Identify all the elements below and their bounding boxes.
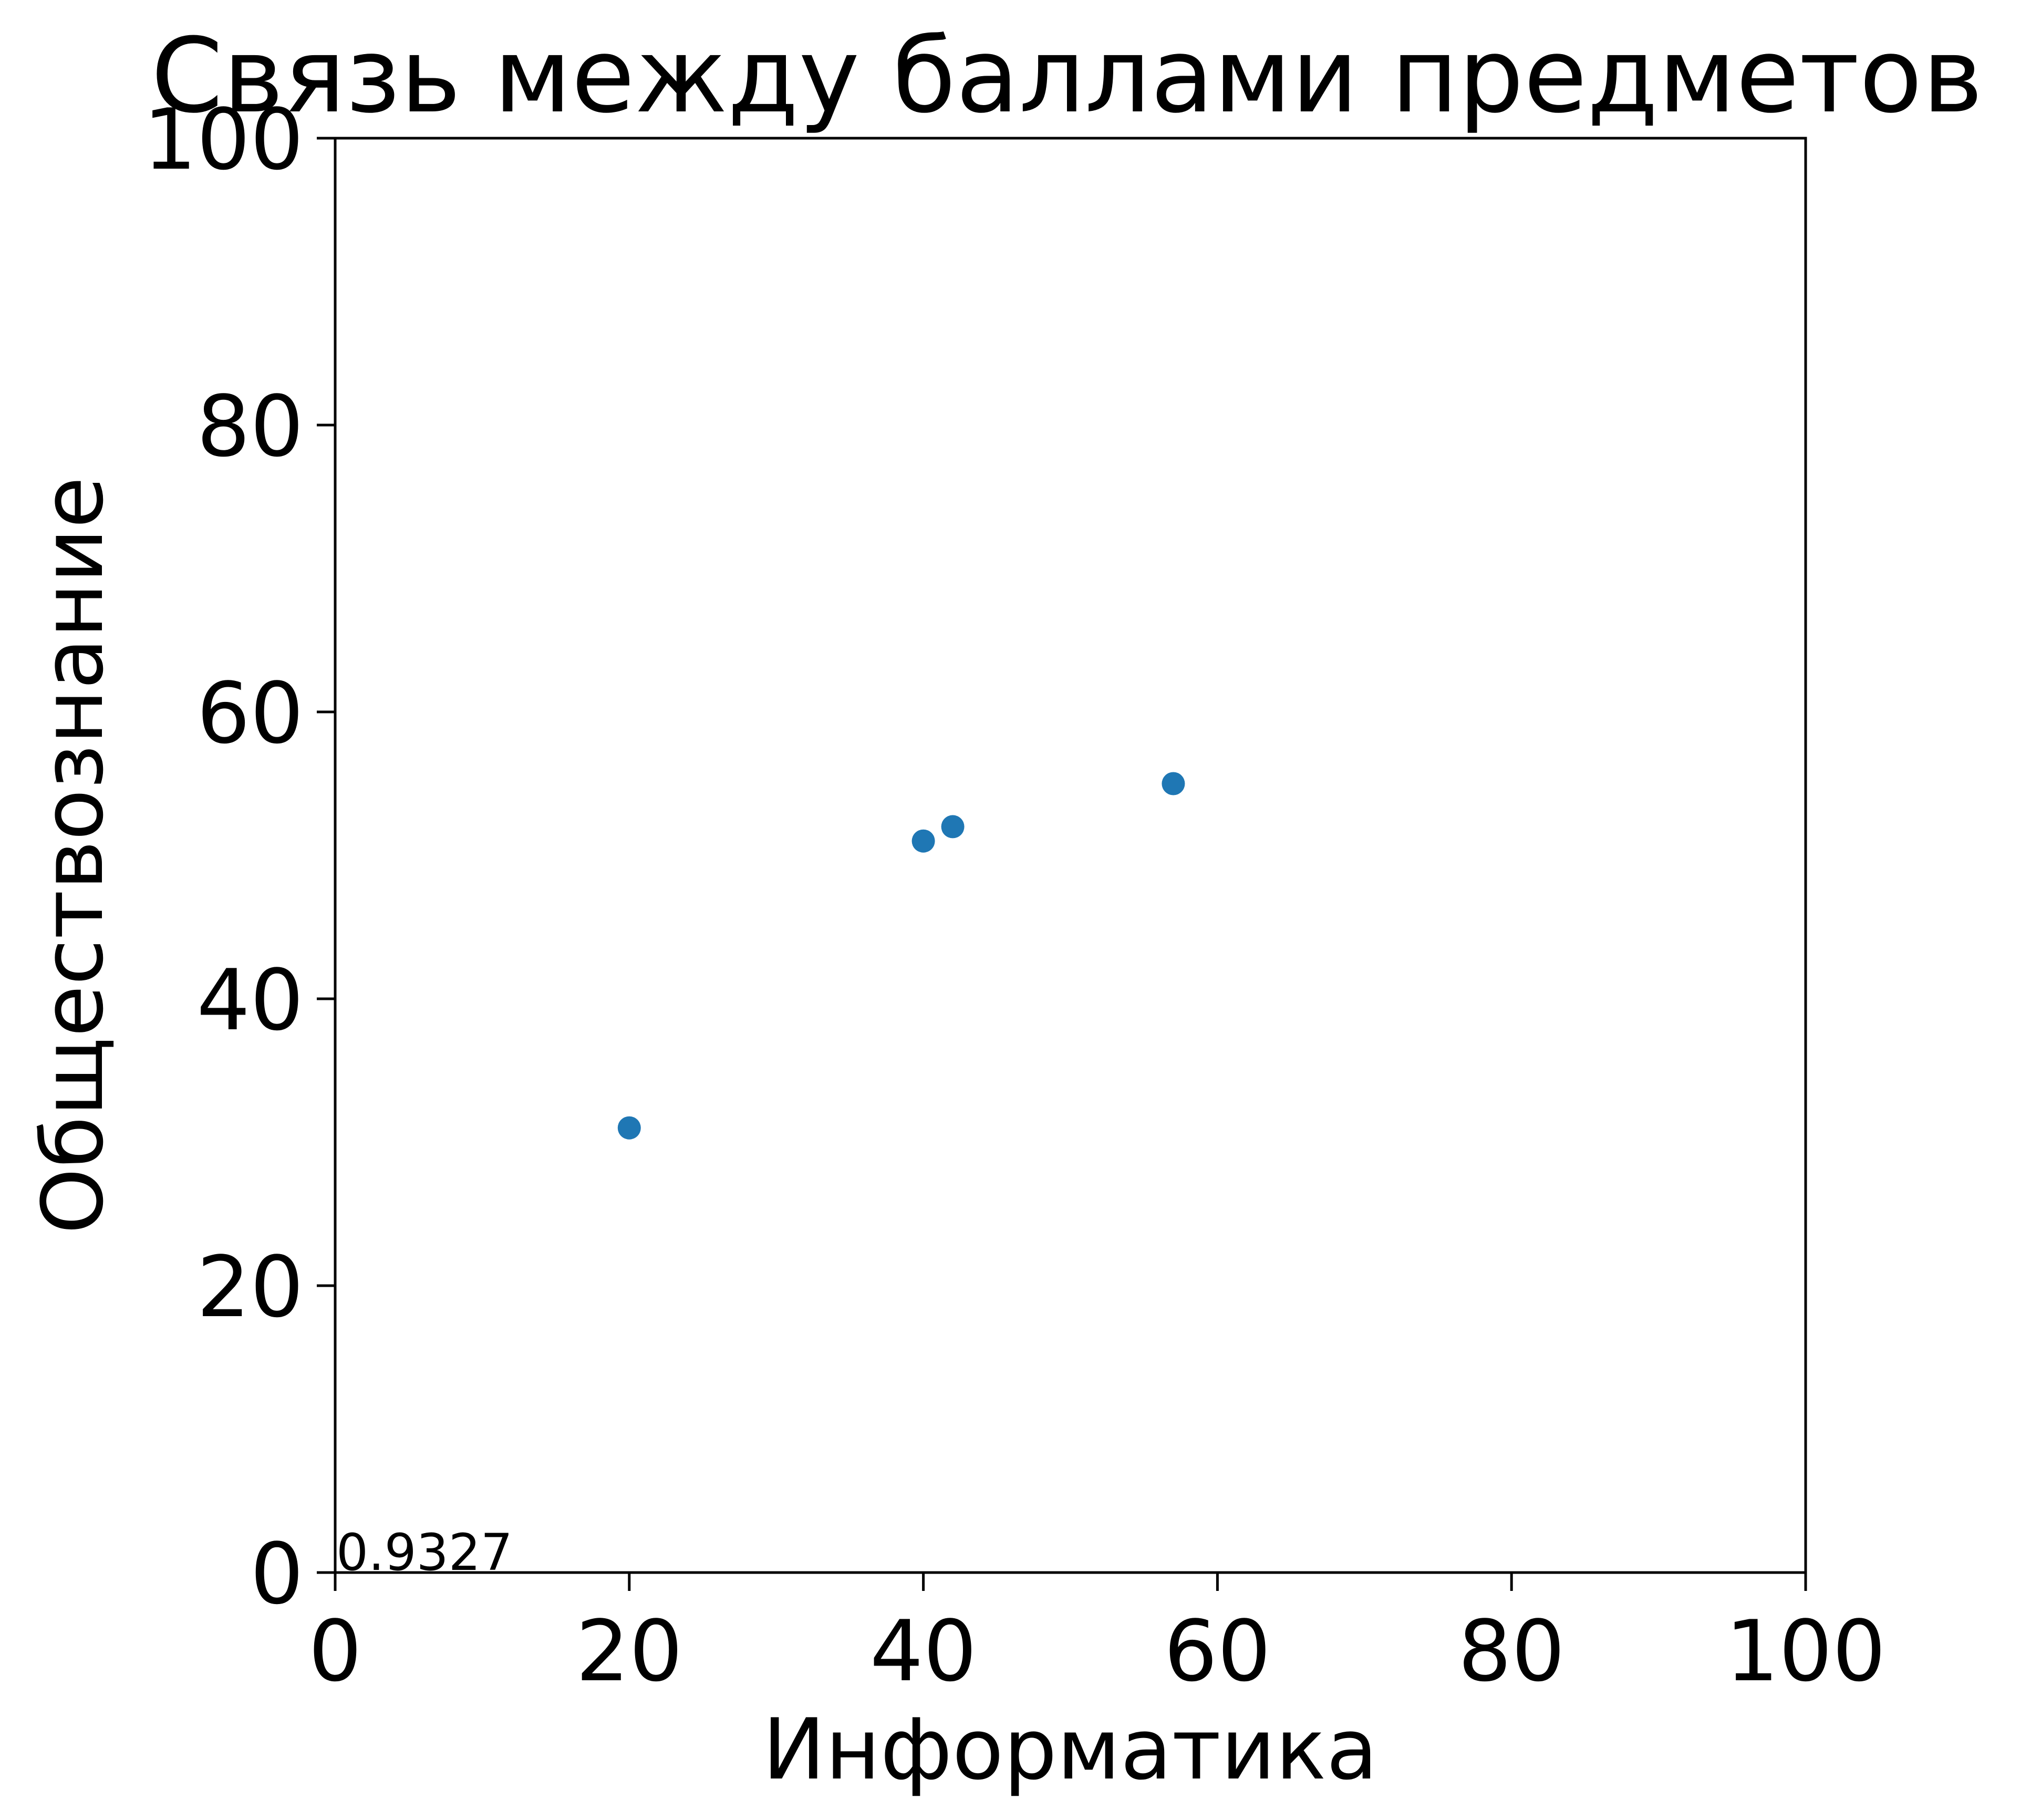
x-tick-label: 60: [1164, 1602, 1271, 1700]
x-tick-label: 20: [576, 1602, 683, 1700]
y-tick-label: 100: [143, 90, 304, 189]
y-tick-label: 20: [196, 1238, 304, 1336]
y-tick-label: 80: [196, 377, 304, 475]
x-tick-label: 80: [1458, 1602, 1565, 1700]
scatter-point: [617, 1116, 641, 1140]
scatter-point: [1162, 772, 1185, 795]
x-axis-ticks: 0 20 40 60 80 100: [308, 1573, 1886, 1700]
y-axis-ticks: 0 20 40 60 80 100: [143, 90, 335, 1623]
x-tick-label: 0: [308, 1602, 362, 1700]
x-axis-label: Информатика: [762, 1700, 1377, 1798]
chart-title: Связь между баллами предметов: [151, 16, 1983, 136]
annotation-text: 0.9327: [336, 1523, 513, 1582]
x-tick-label: 40: [870, 1602, 977, 1700]
marks-layer: [617, 772, 1185, 1140]
y-tick-label: 0: [250, 1525, 304, 1623]
plot-area-frame: [334, 137, 1807, 1574]
scatter-point: [941, 815, 965, 839]
x-tick-label: 100: [1725, 1602, 1885, 1700]
y-tick-label: 40: [196, 951, 304, 1049]
y-axis-label: Обществознание: [24, 477, 122, 1234]
scatter-point: [911, 829, 935, 853]
annotations-layer: 0.9327: [336, 1523, 513, 1582]
y-tick-label: 60: [196, 664, 304, 762]
